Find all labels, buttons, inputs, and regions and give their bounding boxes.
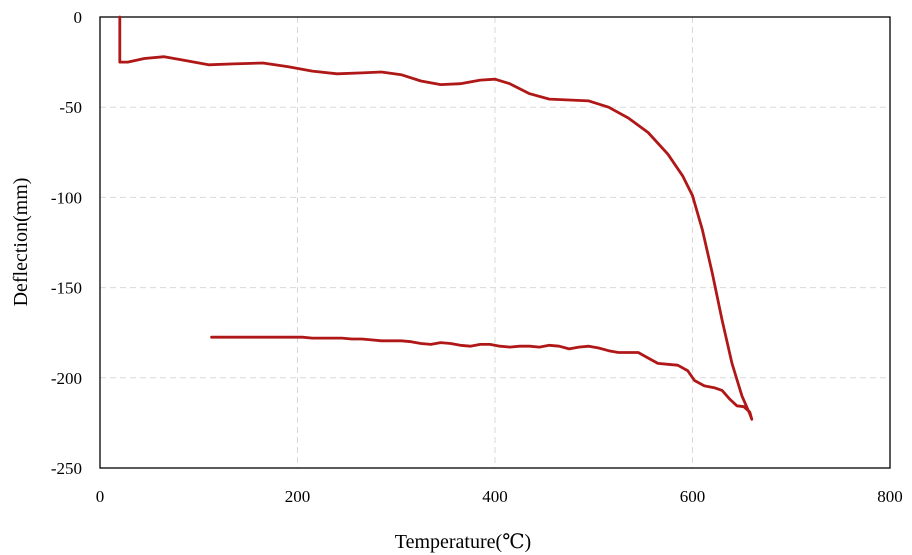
y-tick-label: -150 — [51, 279, 82, 298]
series-layer — [118, 15, 754, 421]
y-axis-title: Deflection(mm) — [10, 178, 32, 307]
x-tick-label: 200 — [285, 487, 311, 506]
y-tick-labels: 0 -50 -100 -150 -200 -250 — [51, 8, 82, 478]
x-tick-label: 0 — [96, 487, 105, 506]
series-line-1 — [118, 15, 754, 421]
x-tick-labels: 0 200 400 600 800 — [96, 487, 903, 506]
x-axis-title: Temperature(℃) — [395, 531, 531, 553]
y-tick-label: -250 — [51, 459, 82, 478]
y-tick-label: -100 — [51, 188, 82, 207]
x-tick-label: 400 — [482, 487, 508, 506]
y-tick-label: -50 — [59, 98, 82, 117]
y-tick-label: -200 — [51, 369, 82, 388]
y-tick-label: 0 — [74, 8, 83, 27]
gridlines — [100, 17, 890, 468]
x-tick-label: 800 — [877, 487, 903, 506]
plot-frame — [99, 16, 891, 469]
x-tick-label: 600 — [680, 487, 706, 506]
